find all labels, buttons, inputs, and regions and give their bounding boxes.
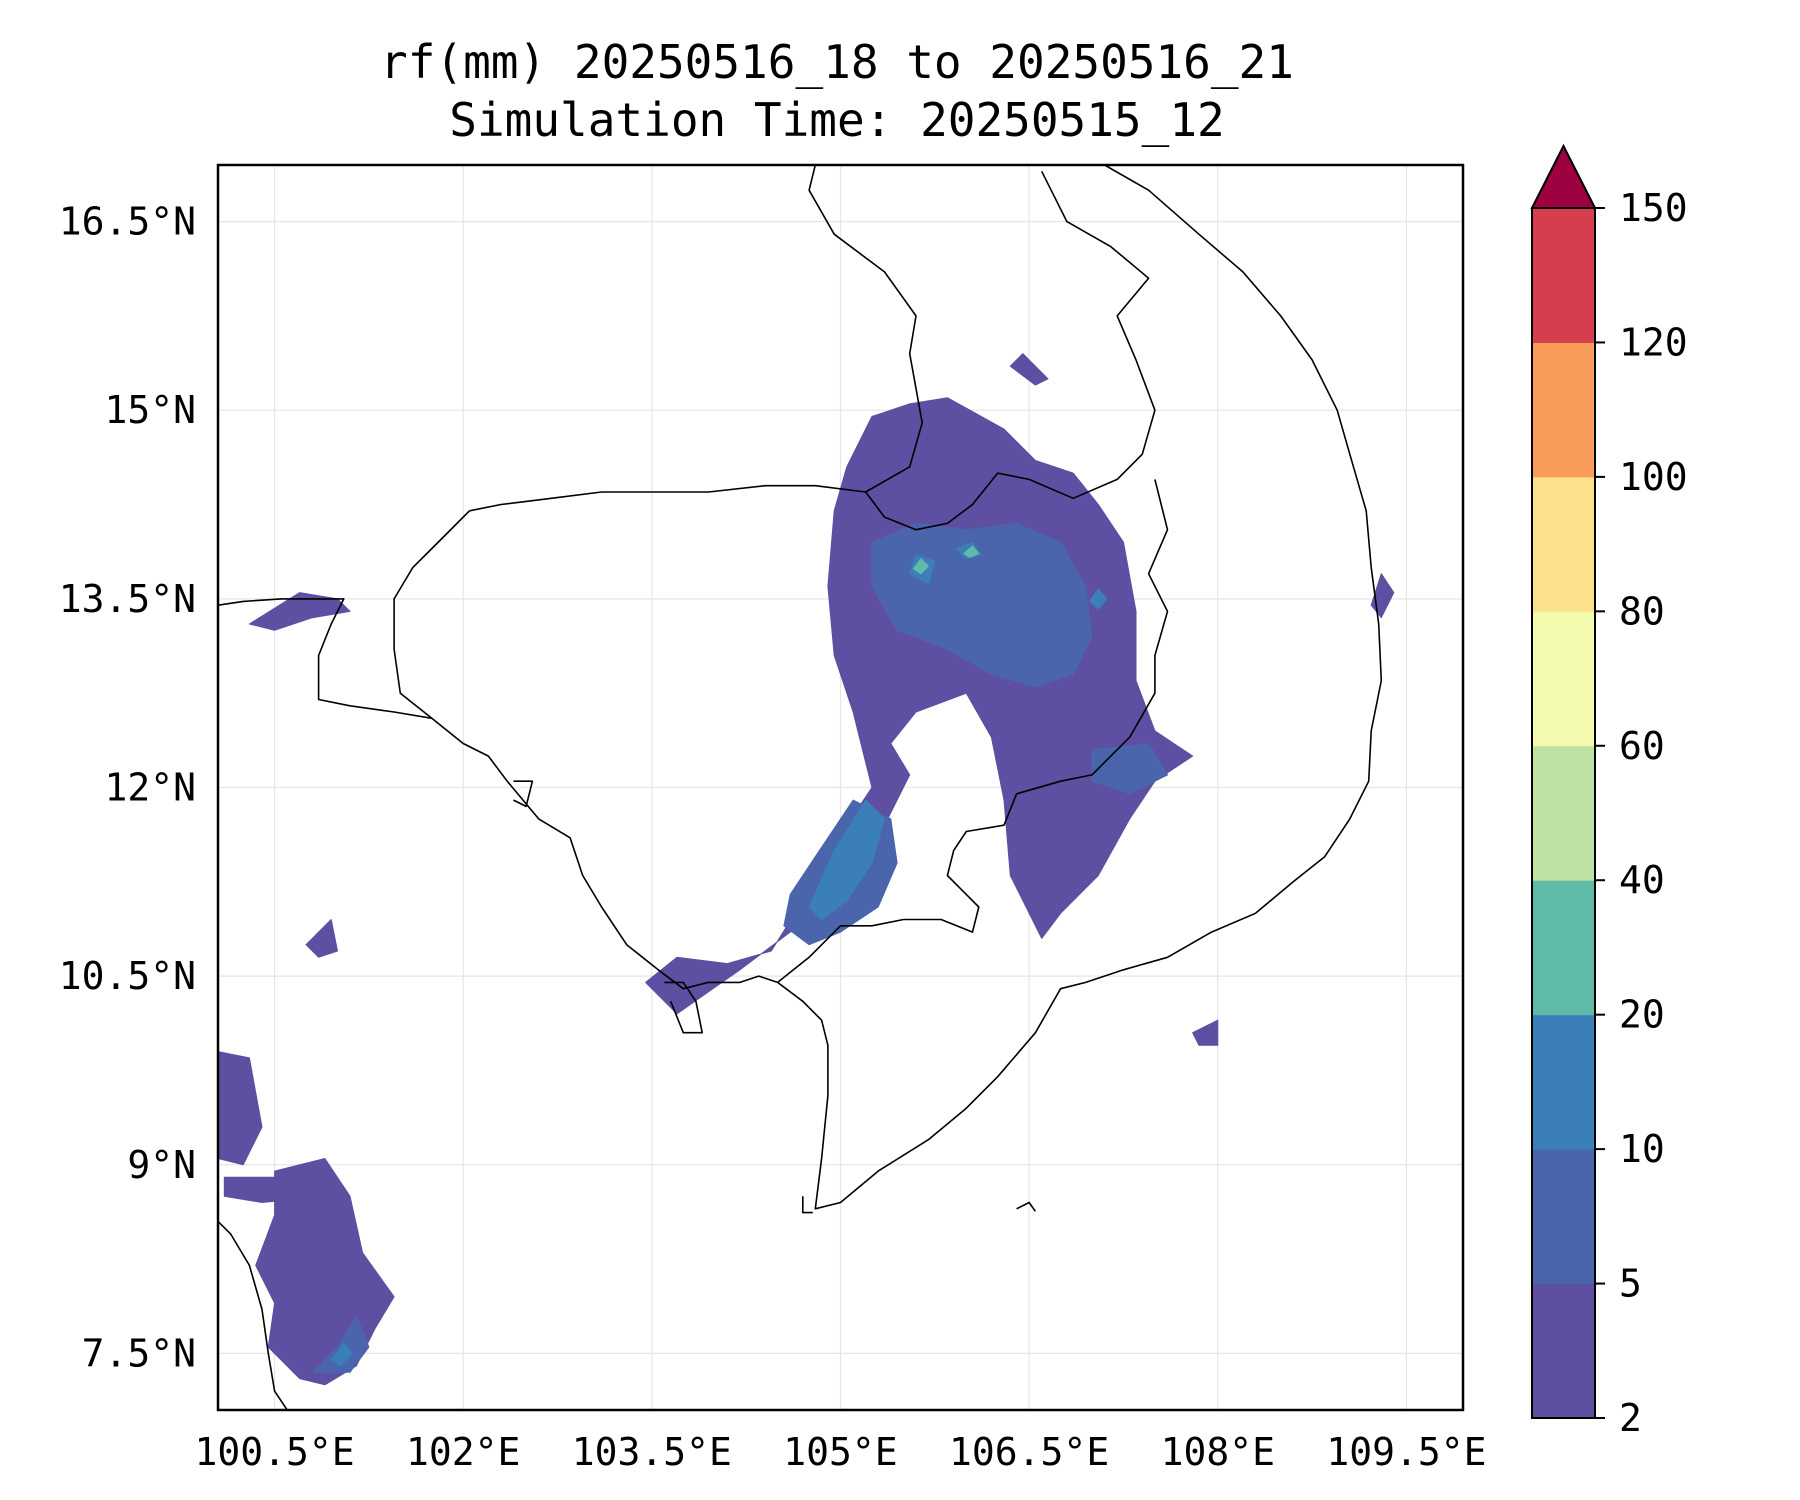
rain-region-4 [808, 799, 885, 920]
title-line-2: Simulation Time: 20250515_12 [449, 93, 1224, 147]
x-tick-label: 108°E [1161, 1430, 1275, 1474]
colorbar-segment-0 [1532, 1283, 1595, 1419]
coastline-6 [1016, 1201, 1037, 1212]
colorbar-label: 40 [1619, 858, 1665, 902]
x-tick-label: 102°E [406, 1430, 520, 1474]
colorbar-frame [1531, 207, 1596, 1419]
coastlines [218, 165, 1383, 1410]
colorbar-segment-6 [1532, 476, 1595, 612]
rain-region-9 [963, 545, 980, 558]
x-axis-ticks: 100.5°E 102°E 103.5°E 105°E 106.5°E 108°E 109.… [195, 1430, 1487, 1474]
rain-region-17 [1009, 353, 1049, 386]
x-tick-label: 100.5°E [195, 1430, 355, 1474]
x-tick-label: 109.5°E [1326, 1430, 1486, 1474]
border-0 [469, 170, 1156, 531]
colorbar-label: 5 [1619, 1262, 1642, 1306]
y-tick-label: 7.5°N [82, 1331, 196, 1375]
rain-region-14 [311, 1315, 370, 1373]
colorbar-label: 60 [1619, 724, 1665, 768]
rain-region-11 [218, 1051, 263, 1166]
y-tick-label: 10.5°N [59, 954, 196, 998]
colorbar-segment-5 [1532, 611, 1595, 747]
colorbar-extend-arrow [1530, 143, 1597, 209]
rain-region-13 [223, 1176, 326, 1203]
country-borders [393, 165, 1169, 984]
rainfall-contours [218, 353, 1395, 1386]
border-3 [777, 479, 1169, 984]
x-tick-label: 103.5°E [572, 1430, 732, 1474]
colorbar-segment-3 [1532, 880, 1595, 1016]
coastline-2 [218, 1220, 288, 1410]
colorbar-segment-8 [1532, 208, 1595, 343]
coastline-5 [664, 981, 704, 1034]
map-area [216, 163, 1465, 1412]
colorbar-label: 120 [1619, 320, 1688, 364]
colorbar-segment-4 [1532, 745, 1595, 881]
rain-region-16 [305, 919, 338, 958]
colorbar-label: 100 [1619, 455, 1688, 499]
rain-region-10 [248, 592, 351, 631]
y-tick-label: 9°N [127, 1143, 196, 1187]
colorbar-label: 20 [1619, 993, 1665, 1037]
coastline-0 [218, 165, 1383, 1210]
colorbar: 2 5 10 20 40 60 80 100 120 150 [1530, 143, 1688, 1440]
colorbar-label: 150 [1619, 186, 1688, 230]
colorbar-label: 10 [1619, 1127, 1665, 1171]
colorbar-segment-2 [1532, 1014, 1595, 1150]
coastline-3 [801, 1196, 813, 1214]
title-line-1: rf(mm) 20250516_18 to 20250516_21 [380, 35, 1294, 89]
map-frame [216, 163, 1465, 1412]
border-2 [393, 510, 471, 719]
colorbar-label: 80 [1619, 589, 1665, 633]
y-tick-label: 16.5°N [59, 200, 196, 244]
y-axis-ticks: 16.5°N 15°N 13.5°N 12°N 10.5°N 9°N 7.5°N [59, 200, 196, 1376]
rain-region-8 [912, 558, 929, 575]
rain-region-15 [330, 1342, 354, 1367]
y-tick-label: 13.5°N [59, 577, 196, 621]
x-tick-label: 105°E [783, 1430, 897, 1474]
y-tick-label: 12°N [104, 766, 196, 810]
rain-region-7 [1089, 588, 1108, 610]
colorbar-segment-1 [1532, 1149, 1595, 1285]
border-1 [808, 165, 924, 493]
rain-region-19 [1192, 1019, 1219, 1046]
colorbar-label: 2 [1619, 1396, 1642, 1440]
y-tick-label: 15°N [104, 388, 196, 432]
colorbar-segment-7 [1532, 342, 1595, 478]
coastline-4 [513, 780, 534, 808]
x-tick-label: 106.5°E [949, 1430, 1109, 1474]
